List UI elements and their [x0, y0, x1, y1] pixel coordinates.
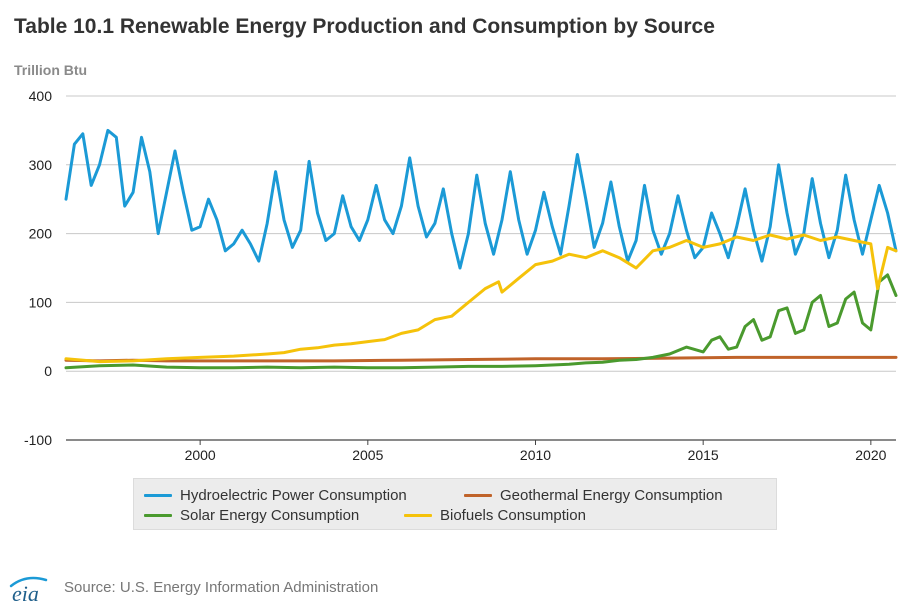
y-tick-label: 400: [29, 88, 53, 104]
y-axis-unit-label: Trillion Btu: [14, 62, 88, 78]
y-tick-label: 100: [29, 294, 53, 310]
eia-logo[interactable]: eia: [8, 572, 50, 604]
series-line-solar: [64, 273, 898, 370]
x-tick-label: 2020: [855, 447, 886, 463]
series-lines: [64, 128, 898, 370]
x-tick-label: 2010: [520, 447, 551, 463]
y-tick-labels: -100 0 100 200 300 400: [24, 88, 52, 448]
y-tick-label: 200: [29, 226, 53, 242]
legend-item-hydroelectric: Hydroelectric Power Consumption: [144, 487, 407, 504]
x-tick-label: 2005: [352, 447, 383, 463]
y-tick-label: 0: [44, 363, 52, 379]
legend-swatch-geothermal: [464, 494, 492, 497]
gridlines: [66, 95, 896, 441]
chart-plot: -100 0 100 200 300 400 2000 2005 2010 2015 2020: [24, 88, 898, 463]
legend-swatch-hydroelectric: [144, 494, 172, 497]
legend-label-hydroelectric: Hydroelectric Power Consumption: [180, 487, 407, 504]
y-tick-label: -100: [24, 432, 52, 448]
series-line-hydroelectric: [64, 128, 898, 270]
chart-title: Table 10.1 Renewable Energy Production a…: [14, 15, 715, 38]
chart-legend: Hydroelectric Power Consumption Geotherm…: [133, 478, 777, 530]
x-tick-label: 2000: [185, 447, 216, 463]
series-line-biofuels: [64, 233, 898, 364]
legend-item-solar: Solar Energy Consumption: [144, 507, 359, 524]
source-note: Source: U.S. Energy Information Administ…: [64, 579, 379, 596]
legend-item-geothermal: Geothermal Energy Consumption: [464, 487, 723, 504]
legend-label-geothermal: Geothermal Energy Consumption: [500, 487, 723, 504]
legend-swatch-biofuels: [404, 514, 432, 517]
legend-label-biofuels: Biofuels Consumption: [440, 507, 586, 524]
legend-item-biofuels: Biofuels Consumption: [404, 507, 586, 524]
eia-logo-text: eia: [12, 581, 39, 604]
legend-swatch-solar: [144, 514, 172, 517]
x-tick-label: 2015: [688, 447, 719, 463]
y-tick-label: 300: [29, 157, 53, 173]
legend-label-solar: Solar Energy Consumption: [180, 507, 360, 524]
x-axis-ticks: 2000 2005 2010 2015 2020: [185, 440, 887, 463]
